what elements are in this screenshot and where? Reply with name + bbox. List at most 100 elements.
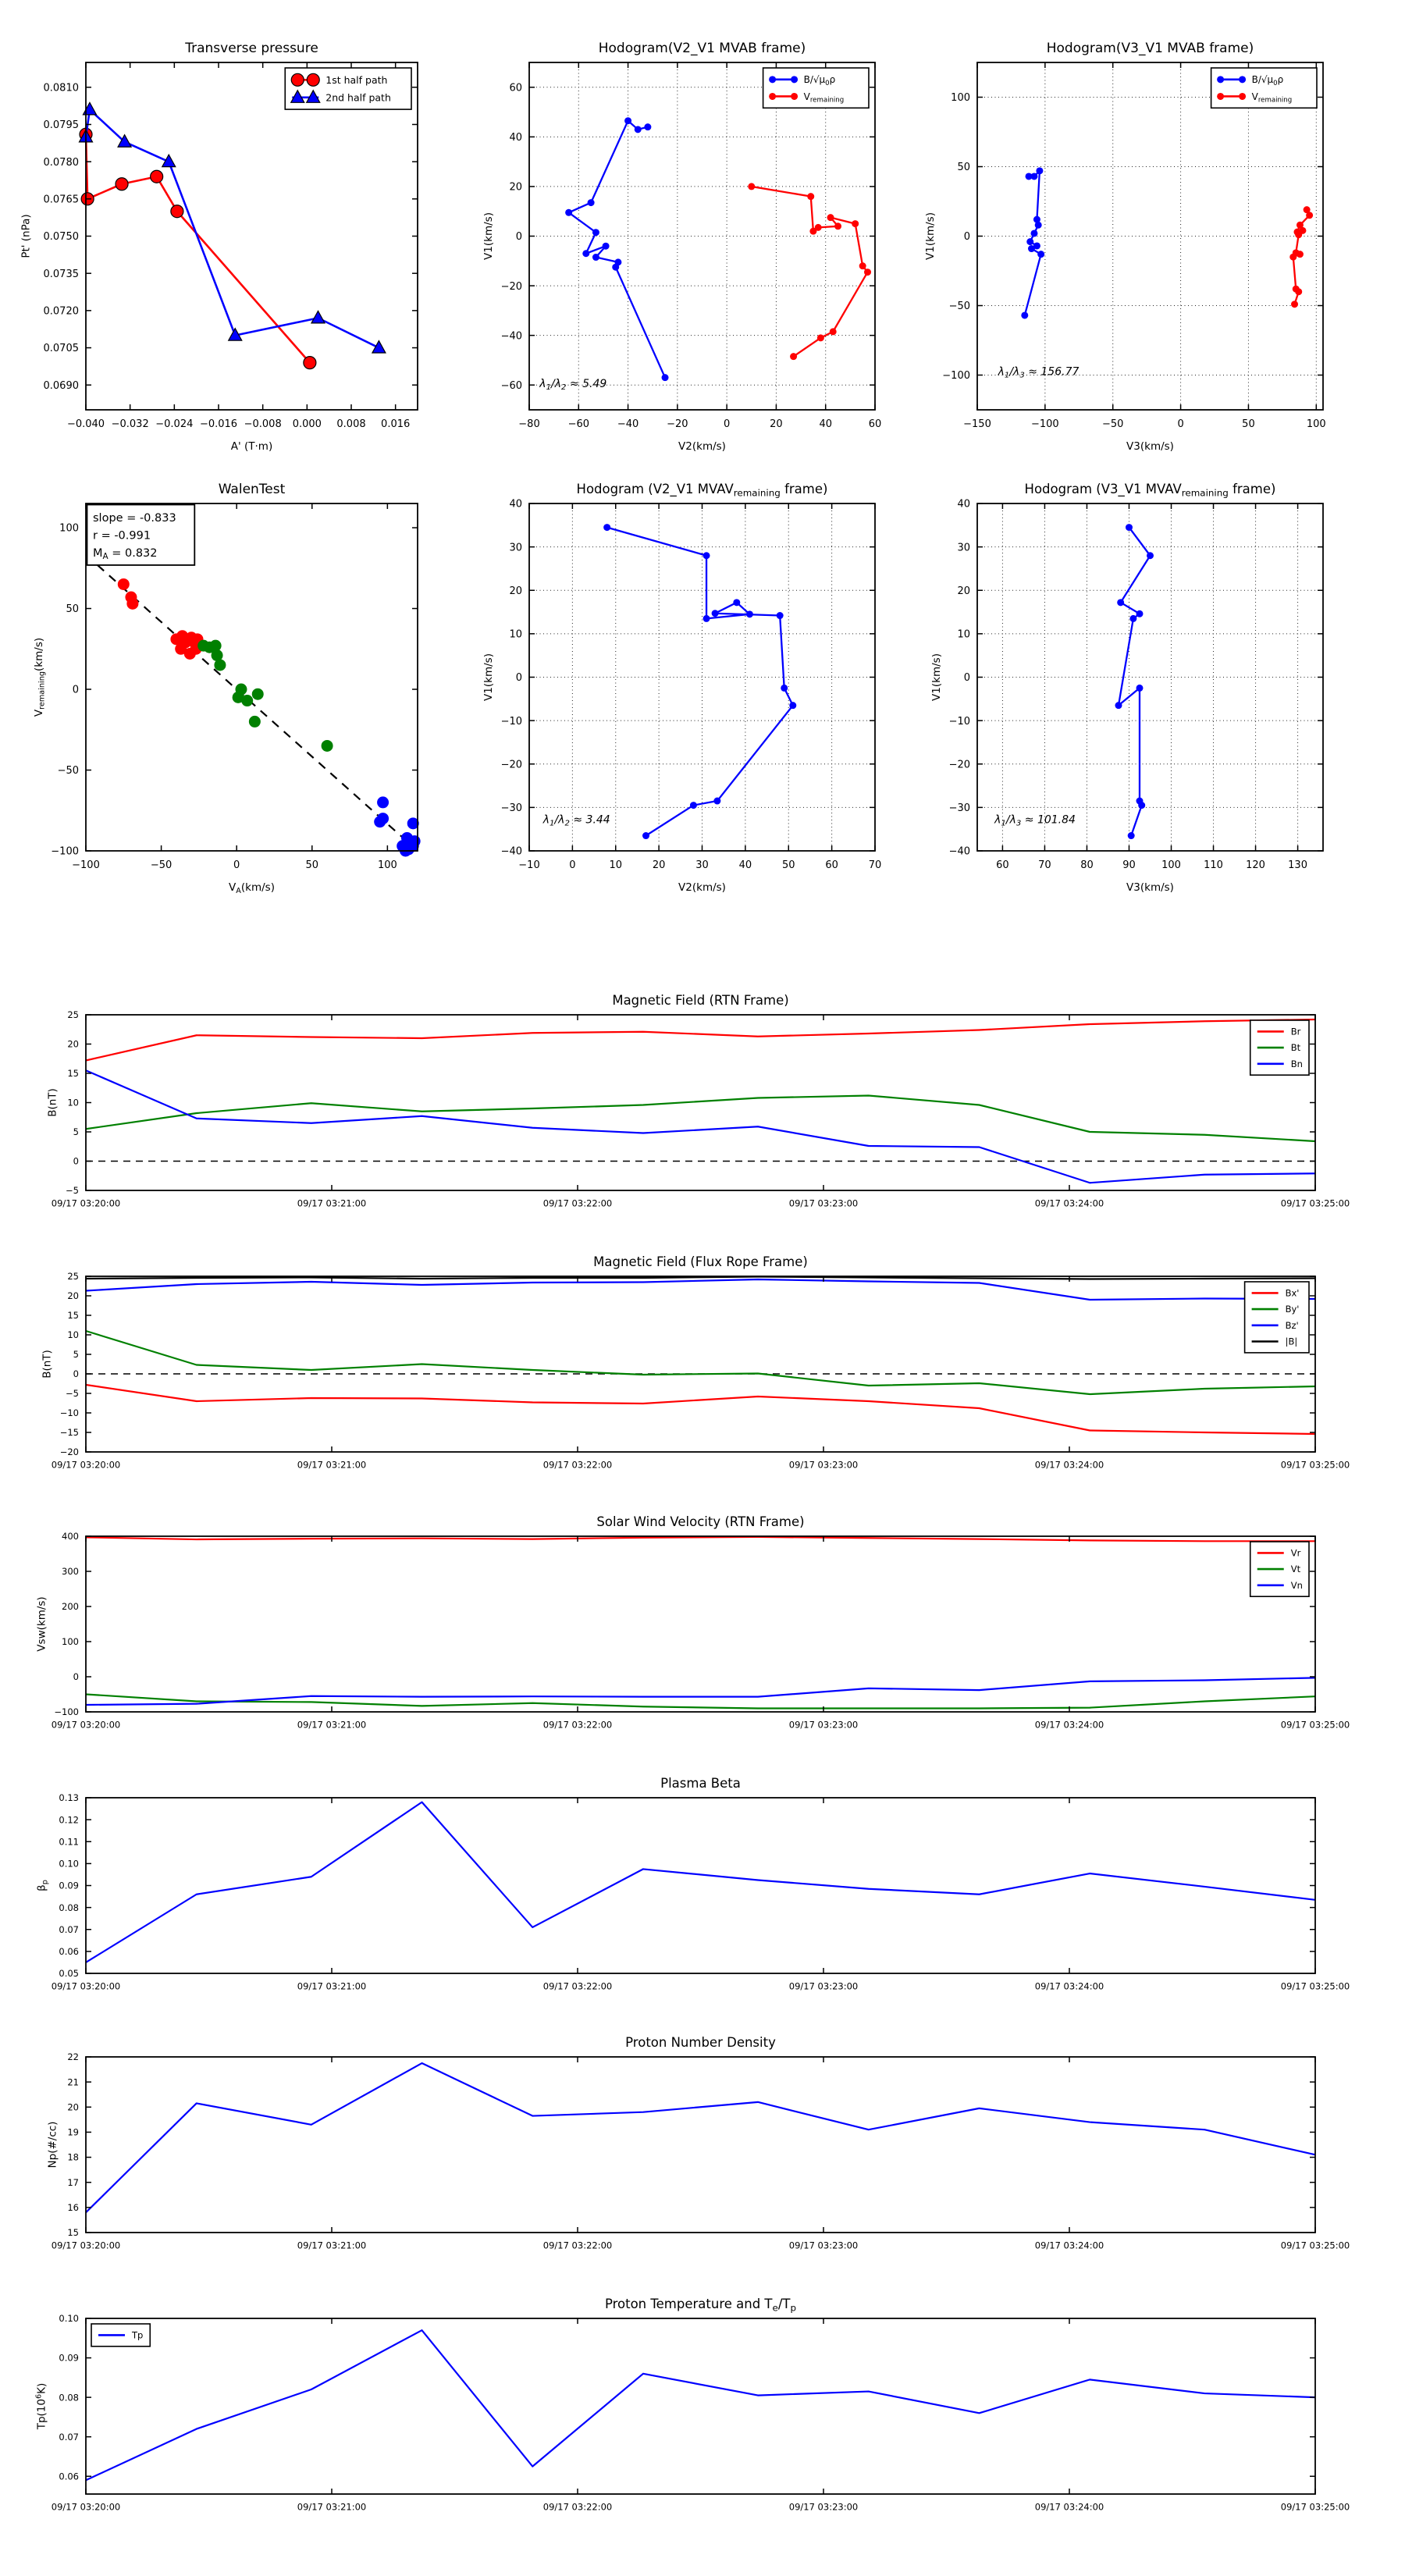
svg-text:0: 0 [964, 231, 970, 243]
svg-text:09/17 03:22:00: 09/17 03:22:00 [543, 2240, 612, 2251]
x-axis: 09/17 03:20:00 09/17 03:21:00 09/17 03:22:… [52, 2057, 1350, 2251]
svg-text:25: 25 [67, 1271, 79, 1282]
svg-text:400: 400 [62, 1531, 79, 1542]
svg-text:09/17 03:24:00: 09/17 03:24:00 [1035, 1720, 1104, 1731]
svg-text:60: 60 [996, 859, 1009, 871]
svg-text:−100: −100 [54, 1706, 79, 1717]
svg-text:0.12: 0.12 [59, 1814, 79, 1825]
chart-title: Hodogram (V3_V1 MVAVremaining frame) [1025, 482, 1276, 499]
svg-text:09/17 03:21:00: 09/17 03:21:00 [297, 1720, 366, 1731]
svg-text:60: 60 [869, 418, 882, 430]
svg-text:0.000: 0.000 [293, 418, 322, 430]
svg-text:Bx': Bx' [1286, 1288, 1300, 1299]
chart-title: Magnetic Field (RTN Frame) [612, 993, 788, 1008]
y-axis: 0.06 0.07 0.08 0.09 0.10 [59, 2313, 1315, 2482]
chart-title: Proton Number Density [625, 2035, 776, 2050]
svg-text:−10: −10 [60, 1407, 79, 1418]
svg-text:Br: Br [1291, 1026, 1301, 1037]
svg-text:09/17 03:20:00: 09/17 03:20:00 [52, 1720, 120, 1731]
svg-text:09/17 03:25:00: 09/17 03:25:00 [1281, 1720, 1350, 1731]
svg-text:5: 5 [73, 1349, 79, 1360]
chart-title: Hodogram (V2_V1 MVAVremaining frame) [577, 482, 828, 499]
svg-text:40: 40 [957, 499, 970, 511]
svg-text:10: 10 [67, 1329, 79, 1340]
svg-text:09/17 03:24:00: 09/17 03:24:00 [1035, 1198, 1104, 1209]
series-bz- [85, 1278, 1316, 1301]
svg-text:0: 0 [569, 859, 575, 871]
svg-text:0: 0 [516, 231, 522, 243]
chart-title: Hodogram(V3_V1 MVAB frame) [1047, 41, 1254, 56]
svg-text:20: 20 [67, 1039, 79, 1050]
chart-title: Transverse pressure [184, 41, 318, 56]
chart-hodogram-v2v1-mvav: −10 0 10 20 30 40 50 60 70 −40 −30 −20 −10 0 10 20 30 40 H… [482, 482, 881, 894]
svg-text:200: 200 [62, 1601, 79, 1612]
svg-text:−20: −20 [60, 1446, 79, 1457]
svg-text:09/17 03:21:00: 09/17 03:21:00 [297, 1981, 366, 1992]
y-axis-label: B(nT) [47, 1088, 59, 1117]
svg-text:0: 0 [73, 685, 79, 696]
y-axis: −60 −40 −20 0 20 40 60 [501, 82, 875, 392]
svg-text:−10: −10 [501, 716, 522, 728]
x-axis: 09/17 03:20:00 09/17 03:21:00 09/17 03:22:… [52, 1798, 1350, 1992]
svg-text:−0.032: −0.032 [112, 418, 149, 430]
stats-box: slope = -0.833 r = -0.991 MA = 0.832 [86, 503, 196, 566]
svg-text:300: 300 [62, 1566, 79, 1577]
svg-text:100: 100 [378, 859, 397, 871]
svg-text:0: 0 [73, 1156, 79, 1167]
svg-text:09/17 03:24:00: 09/17 03:24:00 [1035, 2502, 1104, 2513]
svg-text:0.0690: 0.0690 [44, 380, 80, 392]
svg-text:09/17 03:20:00: 09/17 03:20:00 [52, 1981, 120, 1992]
plot-frame [85, 2318, 1316, 2495]
svg-text:0.10: 0.10 [59, 1859, 79, 1870]
x-axis-label: V2(km/s) [678, 440, 726, 453]
chart-transverse-pressure: −0.040 −0.032 −0.024 −0.016 −0.008 0.000 0.008… [20, 41, 418, 453]
svg-text:−10: −10 [949, 716, 970, 728]
y-axis: −40 −30 −20 −10 0 10 20 30 40 [501, 499, 875, 858]
svg-text:09/17 03:25:00: 09/17 03:25:00 [1281, 1198, 1350, 1209]
x-axis-label: V2(km/s) [678, 881, 726, 894]
svg-text:−20: −20 [667, 418, 688, 430]
chart-title: Proton Temperature and Te/Tp [605, 2297, 796, 2314]
svg-text:09/17 03:24:00: 09/17 03:24:00 [1035, 1981, 1104, 1992]
y-axis: 0.05 0.06 0.07 0.08 0.09 0.10 0.11 0.12 0.13 [59, 1792, 1315, 1979]
svg-text:100: 100 [62, 1636, 79, 1647]
svg-text:09/17 03:25:00: 09/17 03:25:00 [1281, 1460, 1350, 1471]
svg-text:90: 90 [1122, 859, 1136, 871]
svg-text:20: 20 [509, 585, 522, 597]
chart-canvas-walen-test: −100 −50 0 50 100 −100 −50 0 50 100 WalenTest VA(km… [33, 482, 421, 895]
svg-text:MA = 0.832: MA = 0.832 [93, 547, 158, 561]
svg-text:−20: −20 [501, 281, 522, 293]
svg-text:−0.016: −0.016 [200, 418, 237, 430]
svg-text:19: 19 [67, 2127, 79, 2138]
series-v-remaining [1289, 206, 1314, 308]
series-v-path [603, 524, 797, 840]
svg-text:70: 70 [869, 859, 882, 871]
svg-text:09/17 03:25:00: 09/17 03:25:00 [1281, 2502, 1350, 2513]
svg-text:09/17 03:23:00: 09/17 03:23:00 [789, 2240, 858, 2251]
chart-canvas-b-fluxrope: 09/17 03:20:00 09/17 03:21:00 09/17 03:22:… [41, 1254, 1350, 1471]
series-vr [85, 1535, 1315, 1542]
svg-text:−50: −50 [1102, 418, 1123, 430]
scatter-first-interval [117, 578, 204, 660]
svg-text:100: 100 [59, 523, 79, 535]
legend: B/√μ0ρ Vremaining [1210, 67, 1318, 109]
svg-text:40: 40 [509, 499, 522, 511]
annotation: λ1/λ2 ≈ 3.44 [542, 813, 610, 827]
series--b- [85, 1276, 1316, 1280]
x-axis-label: VA(km/s) [229, 881, 275, 895]
chart-title: Hodogram(V2_V1 MVAB frame) [599, 41, 806, 56]
svg-text:Bn: Bn [1291, 1059, 1303, 1069]
svg-text:16: 16 [67, 2202, 79, 2213]
chart-plasma-beta: 09/17 03:20:00 09/17 03:21:00 09/17 03:22:… [35, 1776, 1350, 1992]
chart-hodogram-v2v1-mvab: −80 −60 −40 −20 0 20 40 60 −60 −40 −20 0 20 40 60 Hodog… [482, 41, 881, 453]
svg-text:50: 50 [782, 859, 795, 871]
annotation: λ1/λ3 ≈ 156.77 [998, 366, 1080, 380]
svg-text:0.008: 0.008 [336, 418, 365, 430]
chart-canvas-vsw-rtn: 09/17 03:20:00 09/17 03:21:00 09/17 03:22:… [35, 1514, 1350, 1731]
svg-text:5: 5 [73, 1126, 79, 1137]
x-axis: −150 −100 −50 0 50 100 [963, 62, 1326, 430]
svg-text:−0.024: −0.024 [155, 418, 193, 430]
y-axis-label: V1(km/s) [930, 653, 943, 701]
series-vt [85, 1693, 1316, 1710]
svg-text:0: 0 [1177, 418, 1183, 430]
